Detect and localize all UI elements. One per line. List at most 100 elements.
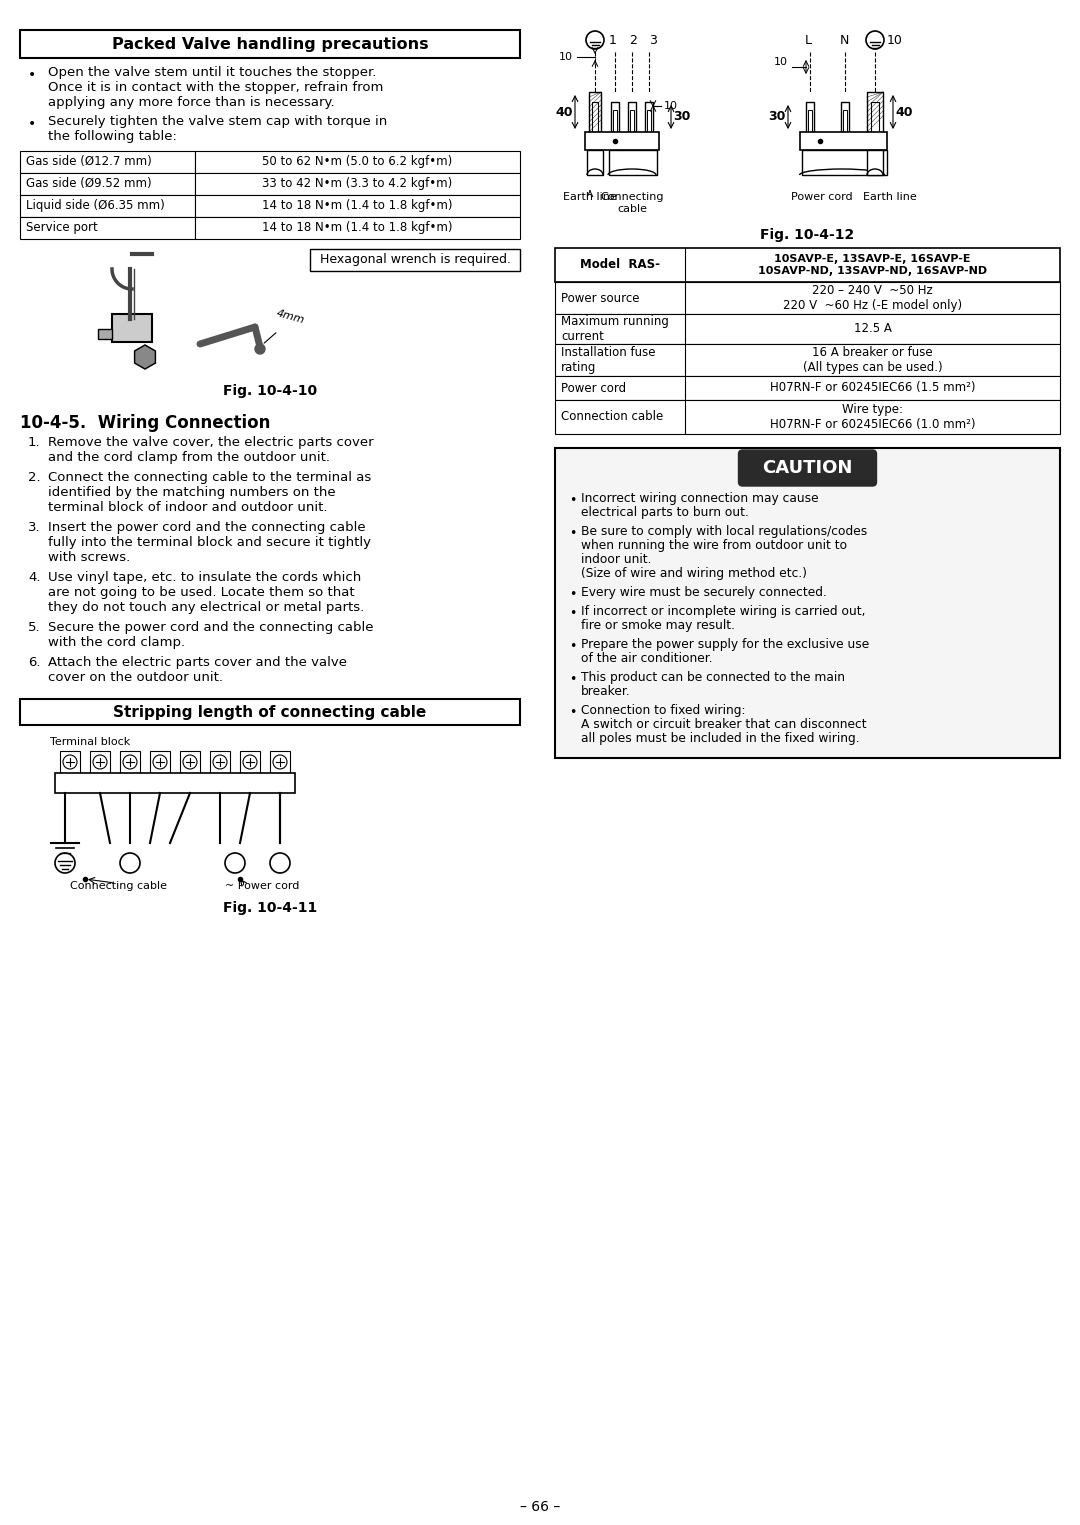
Bar [195, 217, 519, 239]
Circle shape [225, 852, 245, 872]
Text: 3: 3 [649, 34, 657, 46]
Bar [55, 773, 295, 793]
Circle shape [153, 755, 167, 769]
Text: 1.: 1. [28, 436, 41, 448]
Bar [195, 151, 519, 172]
Bar [843, 110, 847, 133]
Text: Fig. 10-4-12: Fig. 10-4-12 [760, 229, 854, 242]
Circle shape [93, 755, 107, 769]
Text: Terminal block: Terminal block [50, 737, 131, 747]
Bar [613, 110, 617, 133]
Text: – 66 –: – 66 – [519, 1501, 561, 1514]
Text: Attach the electric parts cover and the valve: Attach the electric parts cover and the … [48, 656, 347, 669]
Circle shape [55, 852, 75, 872]
Text: •: • [569, 706, 577, 718]
Bar [555, 249, 1059, 282]
Text: 2.: 2. [28, 471, 41, 483]
Text: of the air conditioner.: of the air conditioner. [581, 653, 713, 665]
Bar [592, 102, 598, 133]
Circle shape [270, 852, 291, 872]
Text: with screws.: with screws. [48, 551, 131, 564]
Bar [870, 102, 879, 133]
Text: Insert the power cord and the connecting cable: Insert the power cord and the connecting… [48, 522, 366, 534]
Text: Once it is in contact with the stopper, refrain from: Once it is in contact with the stopper, … [48, 81, 383, 95]
Bar [555, 314, 1059, 345]
Text: 10: 10 [774, 56, 788, 67]
Bar [630, 110, 634, 133]
Text: Connecting cable: Connecting cable [70, 881, 167, 891]
Text: Gas side (Ø12.7 mm): Gas side (Ø12.7 mm) [26, 156, 152, 168]
Circle shape [123, 755, 137, 769]
Text: Model  RAS-: Model RAS- [580, 259, 660, 271]
Text: H07RN-F or 60245IEC66 (1.5 mm²): H07RN-F or 60245IEC66 (1.5 mm²) [770, 381, 975, 395]
Text: ~ Power cord: ~ Power cord [225, 881, 299, 891]
Text: Open the valve stem until it touches the stopper.: Open the valve stem until it touches the… [48, 66, 376, 79]
Text: Earth line: Earth line [863, 192, 917, 201]
Bar [555, 377, 1059, 400]
Text: Gas side (Ø9.52 mm): Gas side (Ø9.52 mm) [26, 177, 151, 191]
Text: 40: 40 [895, 105, 913, 119]
Bar [112, 314, 152, 342]
Bar [21, 195, 195, 217]
Text: Prepare the power supply for the exclusive use: Prepare the power supply for the exclusi… [581, 637, 869, 651]
Text: (Size of wire and wiring method etc.): (Size of wire and wiring method etc.) [581, 567, 807, 580]
Bar [555, 448, 1059, 758]
Text: 5.: 5. [28, 621, 41, 634]
Text: the following table:: the following table: [48, 130, 177, 143]
Circle shape [243, 755, 257, 769]
Bar [808, 110, 812, 133]
Text: 3.: 3. [28, 522, 41, 534]
Text: •: • [569, 528, 577, 540]
Bar [21, 30, 519, 58]
Text: Packed Valve handling precautions: Packed Valve handling precautions [111, 37, 429, 52]
Bar [800, 133, 887, 149]
Circle shape [120, 852, 140, 872]
Text: 10SAVP-E, 13SAVP-E, 16SAVP-E
10SAVP-ND, 13SAVP-ND, 16SAVP-ND: 10SAVP-E, 13SAVP-E, 16SAVP-E 10SAVP-ND, … [758, 255, 987, 276]
Text: 220 – 240 V  ~50 Hz
220 V  ~60 Hz (-E model only): 220 – 240 V ~50 Hz 220 V ~60 Hz (-E mode… [783, 284, 962, 313]
Text: •: • [28, 117, 37, 131]
Text: N: N [840, 34, 849, 46]
Text: indoor unit.: indoor unit. [581, 554, 651, 566]
Text: they do not touch any electrical or metal parts.: they do not touch any electrical or meta… [48, 601, 364, 615]
Text: 1: 1 [609, 34, 617, 46]
Text: terminal block of indoor and outdoor unit.: terminal block of indoor and outdoor uni… [48, 502, 327, 514]
Bar [555, 345, 1059, 377]
Text: Fig. 10-4-11: Fig. 10-4-11 [222, 901, 318, 915]
Bar [195, 172, 519, 195]
Bar [609, 149, 657, 175]
Text: 30: 30 [673, 110, 690, 124]
Circle shape [255, 345, 265, 354]
Text: Connecting
cable: Connecting cable [600, 192, 664, 214]
Bar [21, 172, 195, 195]
Bar [627, 102, 636, 133]
Bar [21, 151, 195, 172]
Bar [589, 92, 600, 133]
Circle shape [866, 30, 885, 49]
Text: •: • [569, 640, 577, 653]
Circle shape [63, 755, 77, 769]
Bar [270, 750, 291, 773]
Text: identified by the matching numbers on the: identified by the matching numbers on th… [48, 486, 336, 499]
Bar [60, 750, 80, 773]
Text: Service port: Service port [26, 221, 98, 235]
Bar [647, 110, 651, 133]
Text: 4mm: 4mm [275, 308, 306, 325]
Text: 10-4-5.  Wiring Connection: 10-4-5. Wiring Connection [21, 413, 270, 432]
Bar [555, 400, 1059, 435]
Circle shape [213, 755, 227, 769]
Bar [98, 329, 112, 339]
Text: Securely tighten the valve stem cap with torque in: Securely tighten the valve stem cap with… [48, 114, 388, 128]
Text: and the cord clamp from the outdoor unit.: and the cord clamp from the outdoor unit… [48, 451, 330, 464]
Bar [210, 750, 230, 773]
Bar [180, 750, 200, 773]
Bar [195, 195, 519, 217]
Text: •: • [569, 589, 577, 601]
Text: cover on the outdoor unit.: cover on the outdoor unit. [48, 671, 222, 685]
Text: breaker.: breaker. [581, 685, 631, 698]
Bar [90, 750, 110, 773]
Text: Connection to fixed wiring:: Connection to fixed wiring: [581, 705, 745, 717]
Text: 10: 10 [887, 34, 903, 46]
Text: Secure the power cord and the connecting cable: Secure the power cord and the connecting… [48, 621, 374, 634]
Text: 2: 2 [629, 34, 637, 46]
Text: 30: 30 [769, 110, 786, 124]
